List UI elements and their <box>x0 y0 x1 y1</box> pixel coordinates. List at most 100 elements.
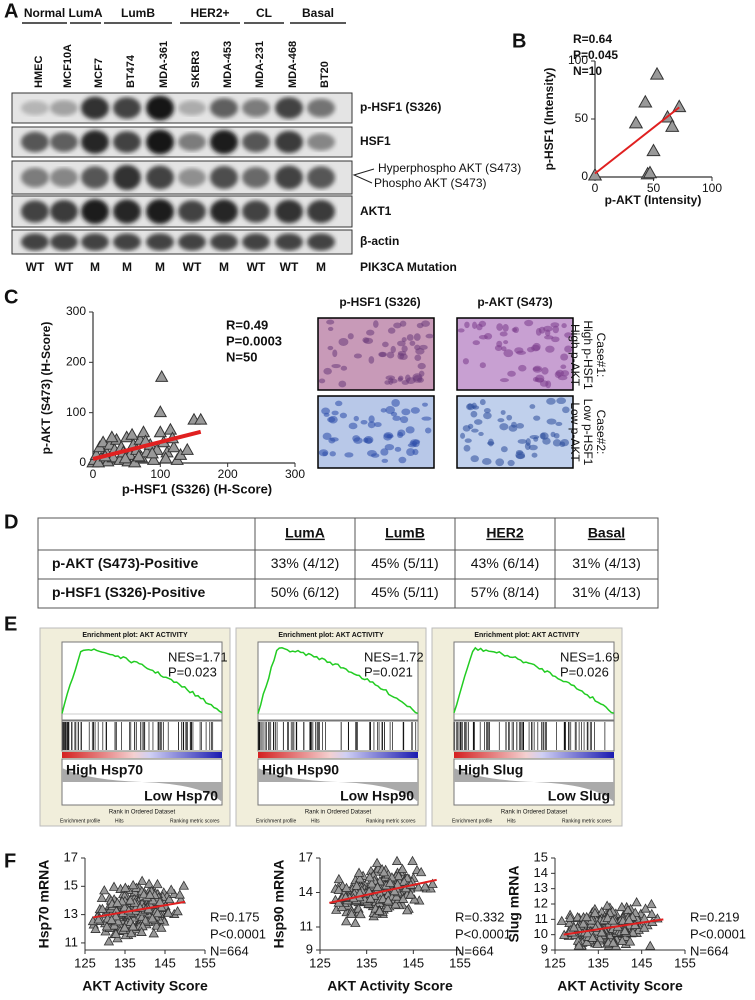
panel-label: A <box>4 0 18 22</box>
blot-band <box>178 200 206 223</box>
nucleus <box>546 418 557 425</box>
gsea-stat: NES=1.69 <box>560 649 620 664</box>
scatter-point <box>136 926 147 936</box>
scatter-point <box>153 425 168 438</box>
nucleus <box>374 422 382 428</box>
blot-band <box>81 199 109 224</box>
group-label: Basal <box>302 6 334 20</box>
scatter-point <box>93 914 104 924</box>
scatter-point <box>336 901 348 912</box>
cell-line-label: MCF10A <box>62 44 74 88</box>
rank-bar <box>258 752 418 758</box>
nucleus <box>496 340 503 348</box>
blot-band <box>21 233 49 251</box>
scatter-point <box>378 867 390 877</box>
gsea-stat: NES=1.71 <box>168 649 228 664</box>
scatter-point <box>397 863 408 873</box>
nucleus <box>368 415 375 423</box>
bracket <box>352 168 375 184</box>
nucleus <box>363 437 369 443</box>
nucleus <box>318 378 326 384</box>
blot-band <box>50 132 78 152</box>
mutation-status: WT <box>183 260 202 274</box>
table-cell: 33% (4/12) <box>271 555 339 571</box>
nucleus <box>470 410 478 418</box>
blot-band <box>146 95 174 121</box>
nucleus <box>550 431 556 438</box>
scatter-point <box>127 921 139 931</box>
blot-band <box>81 166 109 189</box>
scatter-point <box>354 873 366 883</box>
nucleus <box>387 327 396 334</box>
nucleus <box>392 415 401 421</box>
scatter-point <box>127 879 139 890</box>
scatter-point <box>390 899 401 909</box>
scatter-point <box>578 918 589 928</box>
nucleus <box>550 322 560 328</box>
stat: R=0.49 <box>226 317 268 332</box>
blot-band <box>275 97 303 119</box>
cell-line-label: HMEC <box>33 56 45 88</box>
data-point <box>646 143 661 157</box>
blot-band <box>307 200 335 223</box>
scatter-point <box>105 430 119 443</box>
nucleus <box>386 434 394 439</box>
group-label: HER2+ <box>190 6 229 20</box>
nucleus <box>496 323 503 331</box>
rank-metric <box>258 768 418 802</box>
fit-line <box>92 429 202 461</box>
nucleus <box>528 444 538 451</box>
panel-label: F <box>4 850 16 872</box>
rank-bar <box>454 752 614 758</box>
scatter-point <box>341 882 352 892</box>
nucleus <box>507 459 515 467</box>
table-header: LumB <box>385 525 425 541</box>
scatter-point <box>601 900 613 910</box>
table-row-label: p-HSF1 (S326)-Positive <box>52 584 205 600</box>
x-tick-label: 145 <box>631 955 653 970</box>
cell-line-label: MDA-231 <box>254 41 266 88</box>
nucleus <box>506 414 513 421</box>
nucleus <box>499 423 509 431</box>
nucleus <box>546 397 556 405</box>
scatter-point <box>409 894 420 904</box>
high-label: High Hsp90 <box>262 762 339 778</box>
scatter-point <box>646 908 657 918</box>
nucleus <box>499 331 508 337</box>
nucleus <box>473 419 483 425</box>
y-tick-label: 13 <box>64 906 78 921</box>
nucleus <box>457 328 465 333</box>
gsea-stat: P=0.021 <box>364 664 413 679</box>
nucleus <box>539 380 549 387</box>
scatter-point <box>346 908 357 918</box>
stat: N=664 <box>210 943 249 958</box>
nucleus <box>401 408 411 416</box>
scatter-point <box>398 876 410 886</box>
blot-band <box>50 100 78 116</box>
x-tick-label: 100 <box>150 467 170 481</box>
nucleus <box>460 432 466 439</box>
x-tick-label: 50 <box>647 181 661 195</box>
nucleus <box>564 332 573 339</box>
nucleus <box>561 323 567 329</box>
nucleus <box>380 408 387 413</box>
nucleus <box>502 323 509 332</box>
y-tick-label: 17 <box>299 849 313 864</box>
scatter-point <box>645 940 656 950</box>
nucleus <box>545 345 555 353</box>
scatter-point <box>144 889 156 899</box>
gsea-title: Enrichment plot: AKT ACTIVITY <box>474 632 580 639</box>
nucleus <box>552 439 562 447</box>
nucleus <box>467 403 473 410</box>
table-row-label: p-AKT (S473)-Positive <box>52 555 198 571</box>
nucleus <box>386 351 395 359</box>
nucleus <box>401 345 408 353</box>
stat: P<0.0001 <box>690 926 746 941</box>
scatter-point <box>146 452 161 465</box>
scatter-point <box>568 922 580 932</box>
scatter-point <box>355 908 366 919</box>
group-label: LumA <box>69 6 103 20</box>
scatter-point <box>646 898 657 909</box>
x-tick-label: 145 <box>402 955 424 970</box>
stat: N=664 <box>455 943 494 958</box>
